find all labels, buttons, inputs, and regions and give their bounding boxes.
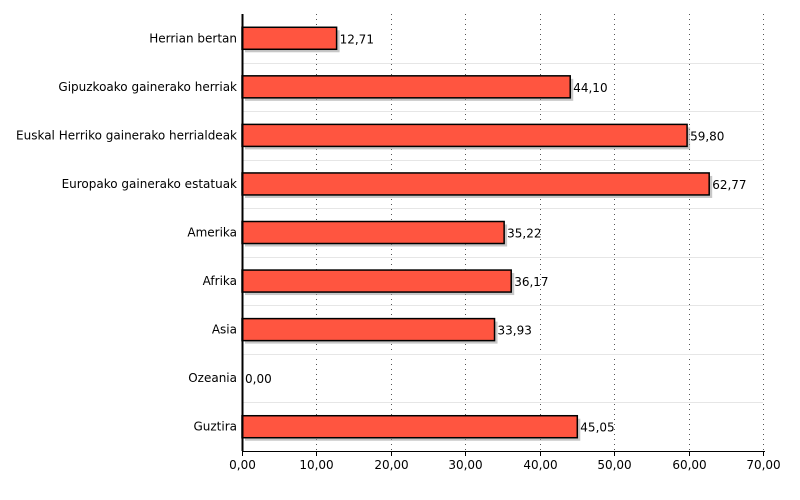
value-label: 44,10 [573,81,607,95]
category-label: Asia [212,323,237,337]
labels: 0,00 10,00 20,00 30,00 40,00 50,00 60,00 70,00 H… [16,31,781,472]
category-label: Herrian bertan [149,31,237,45]
category-label: Amerika [187,226,237,240]
value-label: 35,22 [507,227,541,241]
bar [241,317,496,342]
bar [241,269,512,293]
x-tick-label: 60,00 [672,458,706,472]
bar [241,414,579,439]
category-label: Europako gainerako estatuak [62,177,237,191]
x-tick-label: 20,00 [374,458,408,472]
value-label: 12,71 [340,32,374,46]
gridlines [242,14,764,451]
value-label: 36,17 [514,275,548,289]
value-label: 45,05 [580,421,614,435]
category-label: Guztira [193,420,237,434]
category-label: Afrika [203,274,237,288]
value-label: 59,80 [690,129,724,143]
axes [241,14,765,456]
x-tick-label: 40,00 [523,458,557,472]
value-label: 62,77 [712,178,746,192]
category-label: Euskal Herriko gainerako herrialdeak [16,128,237,142]
bar [241,75,571,99]
category-label: Ozeania [188,371,237,385]
bar [241,26,338,51]
bars [241,26,713,441]
category-label: Gipuzkoako gainerako herriak [58,80,237,94]
value-label: 0,00 [245,372,272,386]
x-tick-label: 50,00 [597,458,631,472]
bar [241,172,710,196]
value-label: 33,93 [498,324,532,338]
x-tick-label: 70,00 [746,458,780,472]
x-tick-label: 0,00 [229,458,256,472]
bar [241,123,688,148]
x-tick-label: 30,00 [448,458,482,472]
bar [241,220,505,245]
x-tick-label: 10,00 [299,458,333,472]
